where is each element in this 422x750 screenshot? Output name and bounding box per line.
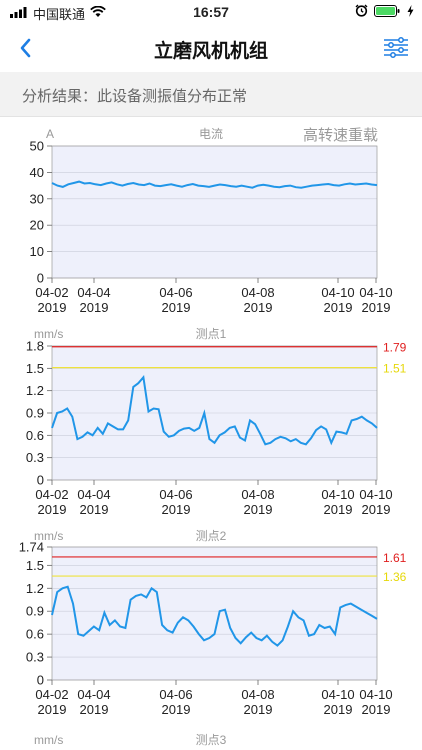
carrier-group: 中国联通 [10,4,106,23]
y-tick-label: 1.8 [26,339,44,354]
x-tick-year: 2019 [362,502,391,517]
status-right [355,4,414,20]
y-tick-label: 40 [30,165,44,180]
page-title: 立磨风机机组 [153,41,268,62]
x-tick-year: 2019 [80,300,109,315]
x-tick-year: 2019 [324,502,353,517]
current-series-line [51,180,378,189]
y-tick-label: 0.6 [26,627,44,642]
x-tick-year: 2019 [244,502,273,517]
chart-title: 测点2 [196,529,227,543]
x-tick-year: 2019 [362,300,391,315]
y-tick-label: 20 [30,218,44,233]
chevron-left-icon [20,38,31,58]
x-tick-label: 04-04 [77,285,110,300]
x-tick-label: 04-10 [359,285,392,300]
chart-unit-label: mm/s [34,327,63,341]
load-condition-label: 高转速重载 [303,127,378,144]
y-tick-label: 10 [30,244,44,259]
x-tick-label: 04-06 [159,687,192,702]
y-tick-label: 1.2 [26,581,44,596]
x-tick-label: 04-02 [35,487,68,502]
status-bar: 中国联通 16:57 [0,0,422,24]
y-tick-label: 0.3 [26,650,44,665]
y-tick-label: 1.5 [26,361,44,376]
x-tick-year: 2019 [162,702,191,717]
x-tick-year: 2019 [38,702,67,717]
chart-title: 电流 [199,127,223,141]
x-tick-year: 2019 [162,502,191,517]
y-tick-label: 0.3 [26,450,44,465]
point2-series-line [51,585,378,647]
x-tick-label: 04-06 [159,487,192,502]
point2-chart: 00.30.60.91.21.51.74 04-02201904-0420190… [19,529,407,717]
warning-threshold-label: 1.36 [383,570,407,584]
x-tick-label: 04-02 [35,285,68,300]
y-tick-label: 0 [37,271,44,286]
x-tick-label: 04-08 [241,687,274,702]
y-tick-label: 0 [37,673,44,688]
chart-unit-label: mm/s [34,529,63,543]
x-tick-label: 04-10 [321,487,354,502]
filter-button[interactable] [382,34,410,62]
y-tick-label: 0.6 [26,428,44,443]
x-tick-label: 04-10 [359,487,392,502]
x-tick-label: 04-10 [359,687,392,702]
sliders-icon [384,37,408,58]
x-tick-year: 2019 [38,502,67,517]
y-tick-label: 50 [30,139,44,154]
x-tick-label: 04-10 [321,687,354,702]
x-tick-year: 2019 [80,502,109,517]
warning-threshold-label: 1.51 [383,362,407,376]
y-tick-label: 0 [37,473,44,488]
x-tick-year: 2019 [324,300,353,315]
clock: 16:57 [193,4,229,20]
x-tick-label: 04-02 [35,687,68,702]
alarm-threshold-label: 1.61 [383,551,407,565]
y-tick-label: 1.74 [19,540,44,555]
x-tick-label: 04-04 [77,487,110,502]
x-tick-label: 04-04 [77,687,110,702]
battery-icon [374,4,401,20]
analysis-result-text: 分析结果：此设备测振值分布正常 [22,88,248,105]
analysis-result-bar: 分析结果：此设备测振值分布正常 [0,72,422,117]
x-tick-year: 2019 [244,300,273,315]
chart-title: 测点1 [196,327,227,341]
alarm-icon [355,4,368,20]
x-tick-year: 2019 [244,702,273,717]
point1-series-line [51,374,378,446]
charging-icon [407,4,414,20]
nav-bar: 立磨风机机组 [0,24,422,73]
y-tick-label: 0.9 [26,406,44,421]
y-tick-label: 30 [30,191,44,206]
chart-unit-label: A [46,127,54,141]
back-button[interactable] [12,34,40,62]
carrier-name: 中国联通 [33,7,86,22]
chart-unit-label: mm/s [34,733,63,747]
y-tick-label: 0.9 [26,604,44,619]
x-tick-year: 2019 [324,702,353,717]
x-tick-year: 2019 [38,300,67,315]
x-tick-label: 04-08 [241,285,274,300]
x-tick-label: 04-10 [321,285,354,300]
x-tick-label: 04-08 [241,487,274,502]
x-tick-year: 2019 [162,300,191,315]
signal-icon [10,6,28,21]
x-tick-year: 2019 [80,702,109,717]
point1-chart: 00.30.60.91.21.51.8 04-02201904-04201904… [26,327,407,517]
x-tick-label: 04-06 [159,285,192,300]
y-tick-label: 1.2 [26,383,44,398]
x-tick-year: 2019 [362,702,391,717]
y-tick-label: 1.5 [26,558,44,573]
chart-title: 测点3 [196,733,227,747]
point3-chart: mm/s 测点3 [34,733,227,747]
alarm-threshold-label: 1.79 [383,341,407,355]
wifi-icon [90,5,106,21]
